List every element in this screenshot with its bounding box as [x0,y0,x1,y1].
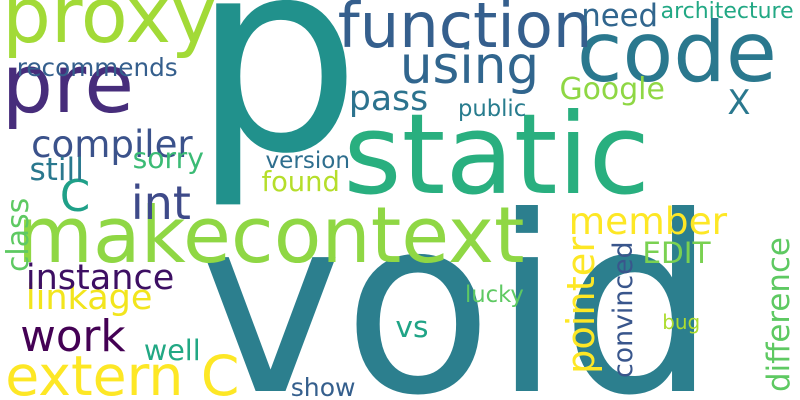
word-still: still [29,152,84,189]
word-architecture: architecture [660,0,794,25]
word-int: int [130,176,191,231]
word-sorry: sorry [132,142,204,176]
word-c: C [59,171,91,222]
word-found: found [261,166,340,198]
word-compiler: compiler [31,122,193,166]
word-proxy: proxy [2,0,217,61]
word-class: class [0,197,36,272]
word-pre: pre [1,37,135,132]
word-recommends: recommends [16,52,178,82]
word-void: void [198,163,717,400]
word-convinced: convinced [608,241,640,378]
word-google: Google [559,72,665,108]
word-extern-c: extern C [5,344,240,400]
word-show: show [290,372,356,400]
word-edit: EDIT [642,235,711,270]
word-difference: difference [760,237,797,392]
word-p: p [192,0,362,212]
word-vs: vs [395,309,429,345]
word-static: static [343,90,651,221]
word-member: member [568,198,728,243]
word-public: public [457,96,527,123]
word-function: function [337,0,593,62]
word-pointer: pointer [559,236,605,374]
word-work: work [20,312,126,363]
word-version: version [265,148,350,175]
word-using: using [399,35,540,96]
word-linkage: linkage [25,276,153,318]
word-code: code [576,3,777,101]
word-need: need [581,0,659,35]
word-lucky: lucky [464,282,524,309]
word-well: well [143,332,201,367]
word-x: X [727,83,751,123]
word-makecontext: makecontext [16,191,525,282]
word-instance: instance [25,256,175,298]
word-bug: bug [662,310,701,335]
word-pass: pass [348,79,429,120]
